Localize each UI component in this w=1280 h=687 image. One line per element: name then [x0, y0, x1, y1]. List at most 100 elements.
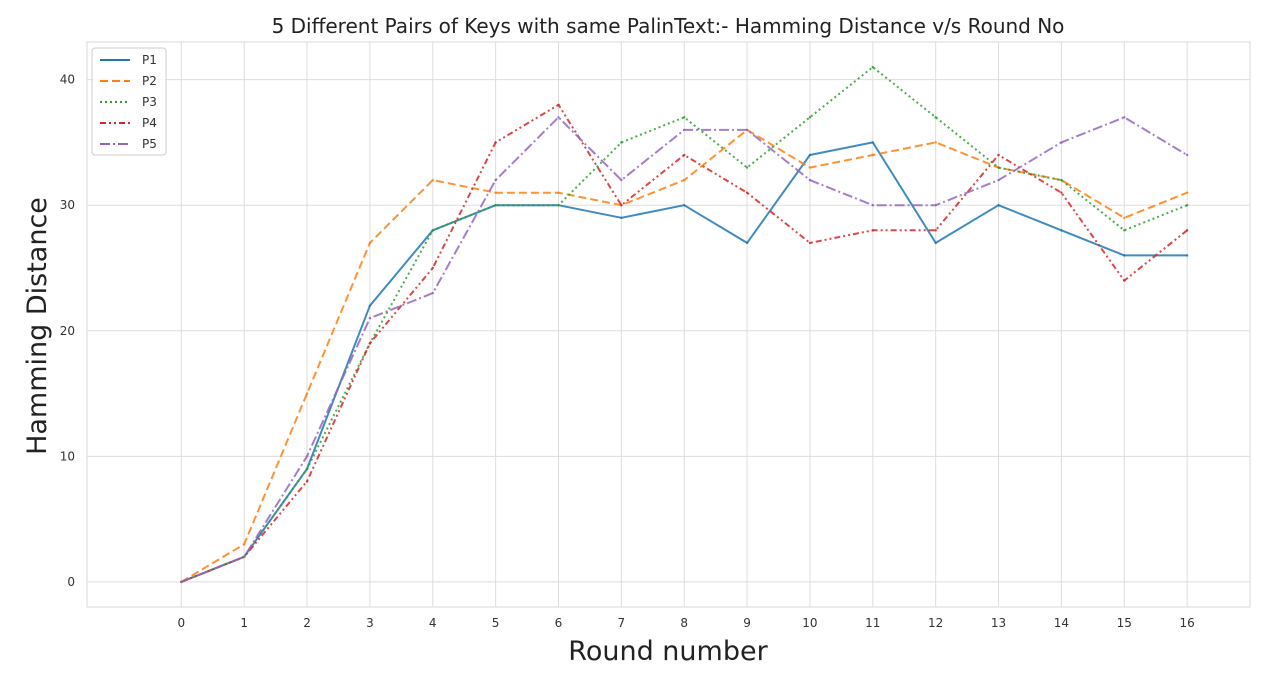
x-tick-label: 3 — [366, 616, 374, 630]
y-tick-label: 20 — [60, 324, 75, 338]
data-point — [683, 128, 686, 132]
data-point — [1060, 229, 1063, 232]
data-point — [871, 204, 875, 207]
x-tick-label: 8 — [680, 616, 688, 630]
data-point — [808, 166, 812, 169]
data-point — [242, 543, 246, 546]
data-point — [1185, 191, 1189, 194]
data-point — [997, 166, 1000, 169]
data-point — [620, 204, 623, 207]
data-point — [494, 178, 497, 182]
data-point — [997, 204, 1000, 207]
y-tick-label: 30 — [60, 198, 75, 212]
legend-box — [91, 47, 167, 156]
legend-label-p5: P5 — [142, 137, 157, 151]
data-points-p4 — [180, 103, 1189, 584]
series-line-p3 — [180, 66, 1188, 583]
data-point — [1123, 229, 1126, 232]
y-tick-label: 0 — [67, 575, 75, 589]
series-lines — [180, 65, 1189, 584]
data-point — [1060, 191, 1063, 194]
data-point — [871, 65, 875, 69]
x-tick-label: 16 — [1179, 616, 1194, 630]
data-point — [871, 153, 875, 157]
legend: P1 P2 P3 P4 P5 — [91, 47, 167, 156]
data-point — [934, 116, 937, 119]
data-point — [431, 291, 434, 295]
data-point — [1185, 229, 1189, 232]
data-point — [683, 178, 686, 182]
data-point — [305, 467, 309, 471]
x-tick-label: 2 — [303, 616, 311, 630]
data-point — [305, 392, 309, 395]
data-point — [368, 317, 372, 320]
data-point — [1185, 204, 1189, 207]
data-point — [494, 141, 497, 144]
data-point — [494, 191, 497, 194]
chart-title: 5 Different Pairs of Keys with same Pali… — [272, 14, 1065, 38]
data-point — [620, 178, 623, 182]
data-point — [180, 580, 183, 584]
data-point — [305, 480, 309, 483]
x-tick-label: 4 — [429, 616, 437, 630]
data-point — [368, 241, 372, 245]
x-tick-label: 14 — [1054, 616, 1069, 630]
data-point — [1185, 254, 1189, 257]
data-point — [431, 229, 434, 232]
x-tick-label: 11 — [865, 616, 880, 630]
data-point — [808, 116, 812, 119]
data-point — [368, 342, 372, 345]
data-point — [1123, 279, 1126, 282]
data-point — [431, 178, 434, 182]
legend-label-p1: P1 — [142, 53, 157, 67]
data-point — [1060, 141, 1063, 144]
x-tick-label: 5 — [492, 616, 500, 630]
data-point — [997, 178, 1000, 182]
data-point — [494, 204, 497, 207]
data-point — [557, 191, 560, 194]
data-point — [368, 304, 372, 307]
data-point — [557, 103, 560, 106]
data-point — [557, 204, 560, 207]
data-point — [242, 555, 246, 558]
data-point — [431, 266, 434, 270]
x-tick-label: 7 — [618, 616, 626, 630]
y-tick-label: 40 — [60, 73, 75, 87]
data-point — [620, 216, 623, 219]
data-point — [808, 178, 812, 182]
y-axis-ticks: 0 10 20 30 40 — [60, 73, 75, 589]
data-point — [557, 116, 560, 119]
data-point — [1060, 178, 1063, 182]
data-point — [871, 229, 875, 232]
data-point — [808, 153, 812, 157]
y-tick-label: 10 — [60, 449, 75, 463]
data-point — [745, 241, 749, 245]
legend-label-p4: P4 — [142, 116, 157, 130]
x-tick-label: 13 — [991, 616, 1006, 630]
data-point — [934, 141, 937, 144]
data-point — [934, 241, 937, 245]
plot-area — [86, 41, 1251, 608]
x-axis-label: Round number — [568, 636, 768, 667]
x-tick-label: 6 — [555, 616, 563, 630]
data-point — [808, 241, 812, 245]
data-point — [934, 229, 937, 232]
data-point — [683, 116, 686, 119]
y-axis-label: Hamming Distance — [22, 197, 53, 455]
data-point — [934, 204, 937, 207]
data-point — [745, 166, 749, 169]
x-tick-label: 0 — [177, 616, 185, 630]
x-tick-label: 9 — [743, 616, 751, 630]
x-tick-label: 15 — [1117, 616, 1132, 630]
data-point — [745, 191, 749, 194]
data-point — [1123, 116, 1126, 119]
data-point — [683, 153, 686, 157]
data-point — [745, 128, 749, 132]
x-tick-label: 1 — [240, 616, 248, 630]
legend-label-p2: P2 — [142, 74, 157, 88]
data-point — [1185, 153, 1189, 157]
data-point — [871, 141, 875, 144]
legend-label-p3: P3 — [142, 95, 157, 109]
x-tick-label: 12 — [928, 616, 943, 630]
